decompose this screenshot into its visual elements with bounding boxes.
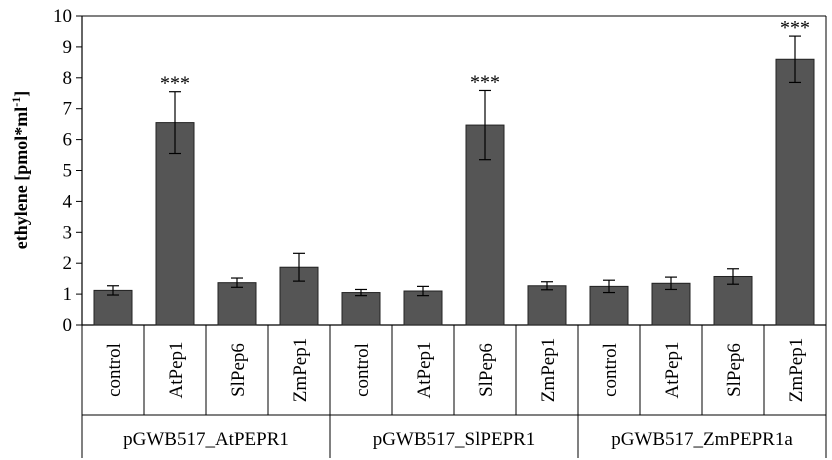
y-tick-label: 1 xyxy=(63,284,73,305)
category-label: AtPep1 xyxy=(414,342,435,399)
axes: 0 1 2 3 4 5 6 7 8 9 10 xyxy=(53,6,827,458)
y-tick-label: 10 xyxy=(53,6,72,27)
significance-label: *** xyxy=(470,71,500,93)
y-tick-label: 0 xyxy=(63,315,73,336)
bar xyxy=(775,58,815,326)
y-tick-label: 7 xyxy=(63,99,73,120)
category-label: AtPep1 xyxy=(662,342,683,399)
category-label: ZmPep1 xyxy=(538,338,559,402)
significance-label: *** xyxy=(780,17,810,39)
group-label: pGWB517_SlPEPR1 xyxy=(373,429,536,450)
bar xyxy=(465,124,505,326)
labels: control *** AtPep1 SlPep6 ZmPep1 control AtPep… xyxy=(104,17,810,450)
y-tick-label: 2 xyxy=(63,253,73,274)
category-label: SlPep6 xyxy=(228,343,249,397)
bar xyxy=(217,282,257,326)
category-label: SlPep6 xyxy=(476,343,497,397)
y-axis-label: ethylene [pmol*ml-1] xyxy=(9,91,31,249)
group-label: pGWB517_ZmPEPR1a xyxy=(611,429,793,450)
bar xyxy=(155,122,195,326)
category-label: AtPep1 xyxy=(166,342,187,399)
bar xyxy=(527,285,567,326)
significance-label: *** xyxy=(160,73,190,95)
bars xyxy=(93,35,815,326)
category-label: control xyxy=(600,343,621,397)
y-tick-label: 3 xyxy=(63,222,73,243)
y-tick-label: 6 xyxy=(63,130,73,151)
bar xyxy=(651,282,691,326)
y-tick-label: 8 xyxy=(63,68,73,89)
y-tick-label: 4 xyxy=(63,191,73,212)
category-label: ZmPep1 xyxy=(786,338,807,402)
category-label: SlPep6 xyxy=(724,343,745,397)
bar xyxy=(403,290,443,326)
y-tick-label: 9 xyxy=(63,37,73,58)
category-label: ZmPep1 xyxy=(290,338,311,402)
category-label: control xyxy=(352,343,373,397)
category-label: control xyxy=(104,343,125,397)
bar xyxy=(341,292,381,326)
group-label: pGWB517_AtPEPR1 xyxy=(123,429,289,450)
y-tick-label: 5 xyxy=(63,161,73,182)
